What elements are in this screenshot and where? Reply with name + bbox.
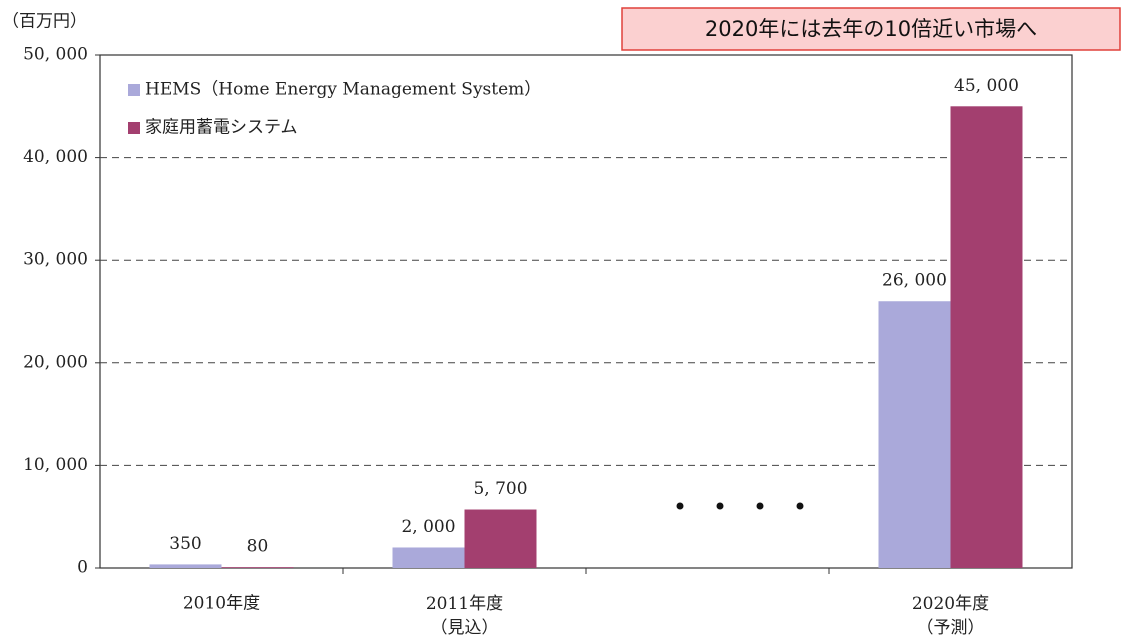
y-tick-label: 10, 000	[23, 455, 88, 475]
y-tick-label: 0	[77, 558, 88, 578]
value-label: 26, 000	[882, 271, 947, 291]
x-tick-label: 2010年度	[183, 594, 260, 614]
bar	[950, 106, 1023, 569]
bar	[878, 301, 951, 568]
dot	[676, 502, 684, 510]
y-tick-label: 50, 000	[23, 45, 88, 65]
y-tick-label: 40, 000	[23, 147, 88, 167]
dot	[756, 502, 764, 510]
unit-label: （百万円）	[2, 12, 87, 32]
value-label: 5, 700	[473, 479, 527, 499]
value-label: 80	[247, 537, 269, 557]
value-label: 350	[169, 534, 201, 554]
bar	[464, 509, 537, 568]
y-tick-label: 30, 000	[23, 250, 88, 270]
x-tick-label: 2011年度（見込）	[426, 594, 503, 638]
ellipsis	[676, 502, 804, 510]
value-label: 45, 000	[954, 76, 1019, 96]
annotation: 2020年には去年の10倍近い市場へ	[705, 17, 1037, 41]
legend-label: 家庭用蓄電システム	[145, 118, 298, 138]
bar	[392, 547, 465, 568]
legend-swatch	[128, 84, 140, 96]
annotation-box	[621, 7, 1121, 51]
dot	[716, 502, 724, 510]
bar	[149, 564, 222, 568]
legend-label: HEMS（Home Energy Management System）	[145, 80, 541, 100]
bar	[221, 567, 294, 568]
x-tick-label: 2020年度（予測）	[912, 594, 989, 638]
value-label: 2, 000	[401, 517, 455, 537]
dot	[796, 502, 804, 510]
legend-swatch	[128, 122, 140, 134]
y-tick-label: 20, 000	[23, 352, 88, 372]
